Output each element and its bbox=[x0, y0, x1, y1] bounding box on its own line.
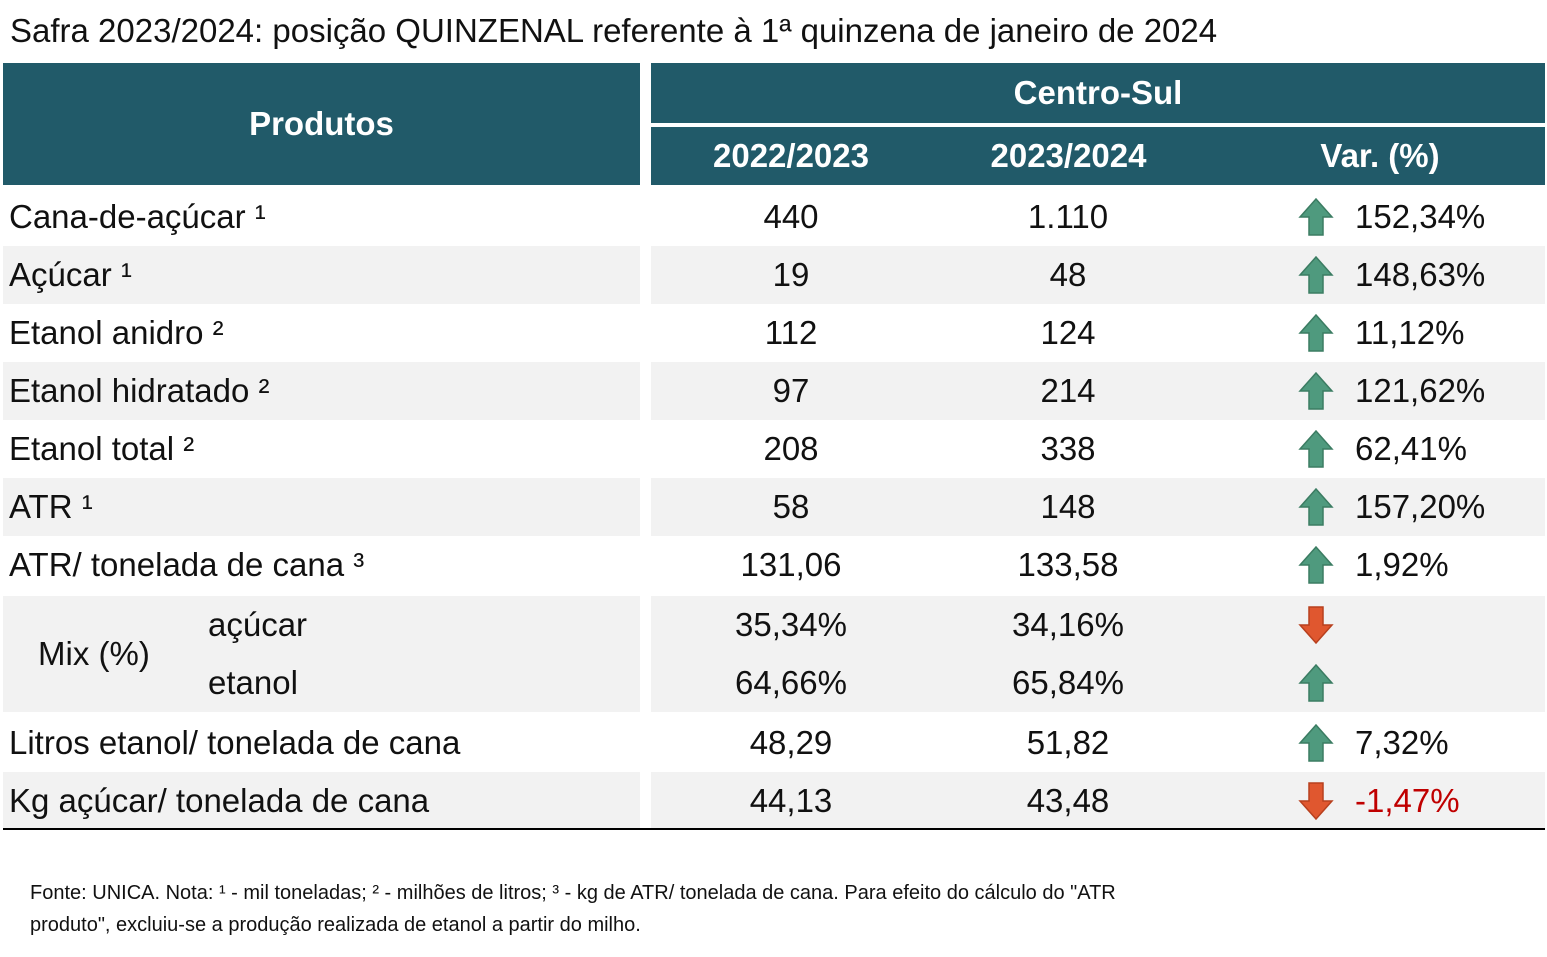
arrow-icon bbox=[1298, 313, 1334, 352]
cell-value: 97 bbox=[772, 372, 810, 409]
arrow-icon bbox=[1298, 371, 1334, 410]
row-label: ATR/ tonelada de cana ³ bbox=[9, 546, 365, 583]
cell-value: 48 bbox=[1049, 256, 1087, 293]
arrow-up bbox=[1298, 429, 1334, 469]
cell-variation: 62,41% bbox=[1355, 430, 1467, 467]
row-label: Etanol hidratado ² bbox=[9, 372, 270, 409]
row-background bbox=[651, 246, 1545, 304]
cell-value: 208 bbox=[763, 430, 819, 467]
row-background bbox=[3, 246, 640, 304]
cell-value: 35,34% bbox=[735, 606, 847, 643]
row-background bbox=[3, 772, 640, 830]
cell-value: 112 bbox=[764, 314, 818, 351]
footer-line: Fonte: UNICA. Nota: ¹ - mil toneladas; ²… bbox=[30, 882, 1116, 904]
row-label: Kg açúcar/ tonelada de cana bbox=[9, 782, 430, 819]
arrow-down bbox=[1298, 781, 1334, 821]
cell-variation: 11,12% bbox=[1355, 314, 1465, 351]
cell-variation: -1,47% bbox=[1355, 782, 1460, 819]
sub-label: açúcar bbox=[208, 606, 308, 643]
arrow-icon bbox=[1298, 429, 1334, 468]
cell-value: 44,13 bbox=[749, 782, 833, 819]
arrow-up bbox=[1298, 197, 1334, 237]
cell-value: 19 bbox=[772, 256, 810, 293]
arrow-up bbox=[1298, 487, 1334, 527]
cell-value: 43,48 bbox=[1026, 782, 1110, 819]
cell-value: 440 bbox=[763, 198, 819, 235]
row-label: Litros etanol/ tonelada de cana bbox=[9, 724, 461, 761]
arrow-up bbox=[1298, 545, 1334, 585]
row-background bbox=[3, 478, 640, 536]
arrow-up bbox=[1298, 313, 1334, 353]
cell-value: 214 bbox=[1040, 372, 1096, 409]
cell-variation: 7,32% bbox=[1355, 724, 1449, 761]
cell-value: 64,66% bbox=[735, 664, 847, 701]
title: Safra 2023/2024: posição QUINZENAL refer… bbox=[10, 12, 1218, 49]
cell-variation: 152,34% bbox=[1355, 198, 1486, 235]
column-header: Var. (%) bbox=[1320, 137, 1440, 174]
arrow-icon bbox=[1298, 723, 1334, 762]
cell-value: 124 bbox=[1040, 314, 1096, 351]
cell-value: 48,29 bbox=[749, 724, 833, 761]
arrow-icon bbox=[1298, 782, 1334, 821]
cell-value: 338 bbox=[1040, 430, 1096, 467]
arrow-icon bbox=[1298, 197, 1334, 236]
header-columns bbox=[651, 127, 1545, 185]
cell-value: 133,58 bbox=[1017, 546, 1119, 583]
arrow-icon bbox=[1298, 545, 1334, 584]
cell-variation: 121,62% bbox=[1355, 372, 1486, 409]
row-label: ATR ¹ bbox=[9, 488, 93, 525]
cell-value: 148 bbox=[1040, 488, 1096, 525]
row-background bbox=[3, 362, 640, 420]
row-background bbox=[651, 478, 1545, 536]
row-label: Etanol anidro ² bbox=[9, 314, 224, 351]
row-background bbox=[651, 362, 1545, 420]
footer-line: produto", excluiu-se a produção realizad… bbox=[30, 914, 641, 936]
row-label: Etanol total ² bbox=[9, 430, 195, 467]
cell-variation: 1,92% bbox=[1355, 546, 1449, 583]
cell-variation: 157,20% bbox=[1355, 488, 1486, 525]
sub-label: etanol bbox=[208, 664, 298, 701]
row-label: Cana-de-açúcar ¹ bbox=[9, 198, 266, 235]
row-background bbox=[651, 772, 1545, 830]
header-products: Produtos bbox=[3, 63, 640, 185]
cell-value: 131,06 bbox=[740, 546, 842, 583]
header-region: Centro-Sul bbox=[651, 63, 1545, 123]
row-background bbox=[3, 596, 640, 712]
arrow-icon bbox=[1298, 487, 1334, 526]
column-header: 2023/2024 bbox=[990, 137, 1147, 174]
arrow-up bbox=[1298, 371, 1334, 411]
mix-label: Mix (%) bbox=[38, 635, 150, 672]
arrow-up bbox=[1298, 663, 1334, 703]
cell-value: 51,82 bbox=[1026, 724, 1110, 761]
cell-value: 65,84% bbox=[1012, 664, 1124, 701]
arrow-up bbox=[1298, 723, 1334, 763]
cell-value: 34,16% bbox=[1012, 606, 1124, 643]
arrow-up bbox=[1298, 255, 1334, 295]
row-background bbox=[651, 596, 1545, 712]
arrow-down bbox=[1298, 605, 1334, 645]
row-label: Açúcar ¹ bbox=[9, 256, 132, 293]
cell-value: 58 bbox=[772, 488, 810, 525]
cell-variation: 148,63% bbox=[1355, 256, 1486, 293]
arrow-icon bbox=[1298, 663, 1334, 702]
arrow-icon bbox=[1298, 255, 1334, 294]
cell-value: 1.110 bbox=[1027, 198, 1109, 235]
column-header: 2022/2023 bbox=[713, 137, 869, 174]
table-bottom-border bbox=[3, 828, 1545, 830]
arrow-icon bbox=[1298, 606, 1334, 645]
